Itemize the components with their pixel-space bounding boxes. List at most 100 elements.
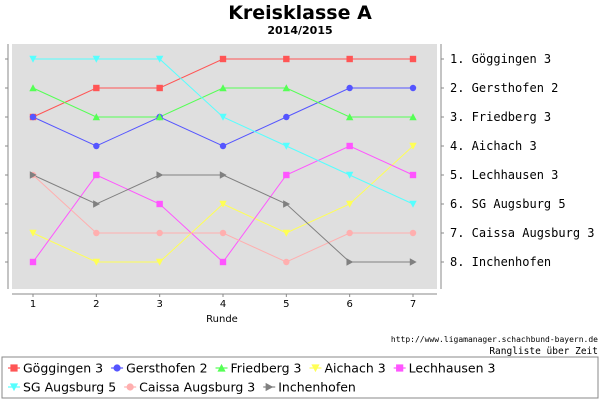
legend-label: Lechhausen 3 [409,361,496,376]
legend-marker [311,364,320,373]
legend-item: Göggingen 3 [8,361,103,376]
data-point [219,55,227,63]
data-point [156,229,163,237]
data-point [346,229,353,237]
legend-marker [265,382,274,392]
data-point [283,200,291,208]
data-point [29,229,37,237]
x-tick-label: 6 [346,299,352,310]
data-point [29,84,37,92]
data-point [156,200,163,208]
rank-label: 8. Inchenhofen [450,255,551,269]
data-point [409,113,417,121]
legend-label: Inchenhofen [278,380,356,395]
data-point [155,55,164,63]
legend-item: Friedberg 3 [215,361,302,376]
data-point [29,55,37,63]
data-point [282,229,291,237]
credit-url: http://www.ligamanager.schachbund-bayern… [391,335,598,344]
data-point [283,55,290,63]
rank-label: 4. Aichach 3 [450,139,537,153]
legend-box [1,356,599,399]
data-point [409,258,417,266]
data-point [92,113,101,121]
legend-marker [113,364,121,372]
data-point [282,142,291,150]
data-point [345,113,354,121]
data-point [29,171,37,179]
legend-item: Lechhausen 3 [393,361,496,376]
x-tick-label: 5 [283,299,289,310]
data-point [346,142,353,150]
data-point [219,258,227,266]
legend-marker [396,364,404,372]
data-point [29,113,37,121]
data-point [156,171,164,179]
x-tick-label: 2 [93,299,99,310]
data-point [283,258,290,266]
data-point [346,84,353,92]
x-tick-label: 4 [220,299,226,310]
x-tick-label: 1 [30,299,36,310]
legend-marker [10,364,18,372]
data-point [93,229,100,237]
legend-label: Caissa Augsburg 3 [139,380,255,395]
data-point [346,258,354,266]
legend-label: Göggingen 3 [23,361,103,376]
legend-item: Aichach 3 [309,361,386,376]
data-point [219,142,227,150]
data-point [93,200,101,208]
data-point [282,84,291,92]
data-point [283,171,290,179]
data-point [409,55,417,63]
data-point [219,113,227,121]
plot-area [12,44,437,289]
data-point [345,171,354,179]
chart-caption: Rangliste über Zeit [489,346,598,357]
legend-marker [9,383,19,392]
legend-item: Caissa Augsburg 3 [124,380,255,395]
data-point [219,200,227,208]
data-point [93,84,100,92]
data-point [219,171,227,179]
data-point [409,229,417,237]
rank-label: 7. Caissa Augsburg 3 [450,226,595,240]
chart-subtitle: 2014/2015 [267,24,332,37]
data-point [345,200,354,208]
x-tick-label: 3 [156,299,162,310]
data-point [409,171,417,179]
legend-label: Friedberg 3 [231,361,302,376]
data-point [92,258,101,266]
data-point [93,171,100,179]
legend-label: Gersthofen 2 [126,361,207,376]
data-point [29,258,37,266]
data-point [346,55,353,63]
x-tick-label: 7 [410,299,416,310]
data-point [155,258,164,266]
rank-label: 5. Lechhausen 3 [450,168,558,182]
rank-label: 2. Gersthofen 2 [450,81,558,95]
rank-label: 3. Friedberg 3 [450,110,551,124]
legend-label: SG Augsburg 5 [23,380,116,395]
data-point [409,142,417,150]
data-point [156,84,163,92]
chart-title: Kreisklasse A [228,2,372,24]
data-point [92,55,101,63]
data-point [219,229,227,237]
data-point [409,200,417,208]
data-point [409,84,417,92]
data-point [219,84,227,92]
data-point [283,113,290,121]
legend-item: Inchenhofen [263,380,356,395]
legend-label: Aichach 3 [324,361,385,376]
legend-item: Gersthofen 2 [111,361,208,376]
rank-label: 1. Göggingen 3 [450,52,551,66]
data-point [155,113,164,121]
legend-marker [126,383,134,391]
legend-marker [217,363,226,372]
data-point [93,142,100,150]
legend-item: SG Augsburg 5 [8,380,116,395]
rank-label: 6. SG Augsburg 5 [450,197,566,211]
x-axis-title: Runde [206,314,238,325]
